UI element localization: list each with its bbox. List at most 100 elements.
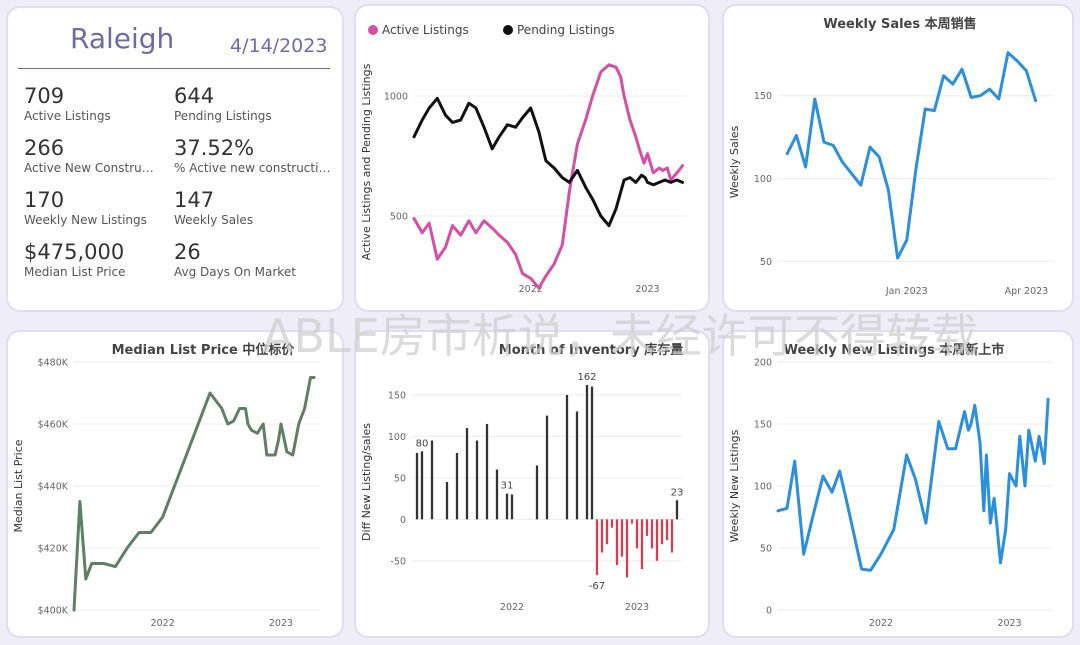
- y-axis-label: Median List Price: [12, 439, 25, 532]
- y-tick-label: 50: [760, 544, 772, 555]
- x-tick-label: 2022: [519, 284, 543, 295]
- listings-chart-panel: Active Listings and Pending Listings 500 1…: [354, 4, 710, 312]
- x-tick-label: 2023: [269, 618, 293, 629]
- kpi-value: 170: [24, 188, 65, 212]
- median-list-price-chart-panel: Median List Price 中位标价 Median List Price $…: [6, 330, 344, 638]
- kpi-label: Weekly Sales: [174, 213, 254, 227]
- bar: [485, 423, 489, 520]
- kpi-label: Active New Constructions: [24, 161, 159, 175]
- bar: [665, 519, 669, 541]
- y-axis-label: Weekly New Listings: [728, 429, 741, 542]
- bar: [430, 440, 434, 520]
- x-tick-label: Jan 2023: [885, 286, 928, 297]
- weekly-new-listings-chart-panel: Weekly New Listings 本周新上市 Weekly New List…: [722, 330, 1074, 638]
- kpi-value: 709: [24, 84, 65, 108]
- median-list-price-chart: Median List Price 中位标价 Median List Price $…: [12, 342, 320, 629]
- x-tick-label: 2023: [997, 618, 1021, 629]
- bar: [620, 519, 624, 557]
- kpi-value: 266: [24, 136, 65, 160]
- x-tick-label: 2022: [869, 618, 893, 629]
- weekly-sales-chart-panel: Weekly Sales 本周销售 Weekly Sales 50 100 150 Jan…: [722, 4, 1074, 312]
- bar: [615, 519, 619, 565]
- y-tick-label: 150: [388, 390, 406, 401]
- weekly-new-listings-chart: Weekly New Listings 本周新上市 Weekly New List…: [728, 342, 1052, 629]
- y-tick-label: $440K: [38, 482, 69, 493]
- bar: [445, 482, 449, 520]
- kpi-avg-days-on-market: 26 Avg Days On Market: [174, 240, 334, 279]
- y-tick-label: 100: [388, 432, 406, 443]
- bar: [590, 386, 594, 520]
- kpi-value: 147: [174, 188, 215, 212]
- series-line-1: [785, 51, 1038, 260]
- x-tick-label: Apr 2023: [1005, 286, 1049, 297]
- bar: [610, 519, 614, 528]
- bar: [585, 384, 589, 520]
- bar-value-label: 31: [501, 481, 514, 492]
- kpi-label: Weekly New Listings: [24, 213, 147, 227]
- kpi-value: 644: [174, 84, 215, 108]
- bar: [475, 440, 479, 520]
- bar-value-label: 80: [416, 438, 429, 449]
- y-axis-label: Weekly Sales: [728, 125, 741, 198]
- y-tick-label: 200: [754, 358, 772, 369]
- legend-marker: [503, 25, 513, 35]
- bar: [415, 452, 419, 520]
- bar-value-label: 162: [577, 372, 596, 383]
- kpi-active-listings: 709 Active Listings: [24, 84, 184, 123]
- bar: [645, 519, 649, 536]
- chart-title: Weekly Sales 本周销售: [823, 16, 976, 32]
- bar: [420, 451, 424, 520]
- bar: [650, 519, 654, 549]
- month-of-inventory-chart: Month of Inventory 库存量 Diff New Listing/s…: [360, 342, 684, 613]
- y-axis-label: Diff New Listing/sales: [360, 423, 373, 541]
- bar: [655, 519, 659, 561]
- bar: [635, 519, 639, 549]
- bar: [625, 519, 629, 578]
- chart-title: Median List Price 中位标价: [112, 342, 296, 358]
- x-tick-label: 2023: [625, 602, 649, 613]
- bar: [595, 519, 599, 575]
- weekly-sales-chart: Weekly Sales 本周销售 Weekly Sales 50 100 150 Jan…: [728, 16, 1054, 297]
- bar: [510, 494, 514, 520]
- summary-card: Raleigh 4/14/2023 709 Active Listings 64…: [6, 6, 344, 312]
- bar: [675, 500, 679, 520]
- y-tick-label: $460K: [38, 420, 69, 431]
- kpi-label: Avg Days On Market: [174, 265, 296, 279]
- bar: [545, 415, 549, 520]
- legend-marker: [368, 25, 378, 35]
- bar: [670, 519, 674, 553]
- bar: [535, 465, 539, 520]
- report-date: 4/14/2023: [230, 35, 328, 57]
- y-tick-label: 0: [766, 606, 772, 617]
- bar: [600, 519, 604, 553]
- chart-title: Weekly New Listings 本周新上市: [784, 342, 1005, 358]
- title-divider: [18, 68, 330, 69]
- y-axis-label: Active Listings and Pending Listings: [360, 63, 373, 260]
- y-tick-label: 50: [394, 473, 406, 484]
- legend-label: Pending Listings: [517, 23, 615, 37]
- y-tick-label: 500: [390, 212, 408, 223]
- bar: [455, 452, 459, 520]
- bar: [605, 519, 609, 545]
- x-tick-label: 2022: [151, 618, 175, 629]
- y-tick-label: $420K: [38, 544, 69, 555]
- month-of-inventory-chart-panel: Month of Inventory 库存量 Diff New Listing/s…: [354, 330, 710, 638]
- city-name: Raleigh: [70, 22, 175, 55]
- bar: [495, 469, 499, 520]
- y-tick-label: -50: [390, 556, 406, 567]
- bar: [640, 519, 644, 570]
- series-line-1: [72, 376, 316, 612]
- bar: [465, 428, 469, 520]
- series-line-1: [776, 397, 1050, 572]
- kpi-value: 37.52%: [174, 136, 255, 160]
- bar-value-label: 23: [671, 487, 684, 498]
- chart-title: Month of Inventory 库存量: [499, 342, 683, 358]
- x-tick-label: 2022: [500, 602, 524, 613]
- kpi-weekly-new-listings: 170 Weekly New Listings: [24, 188, 184, 227]
- kpi-label: % Active new constructions: [174, 161, 334, 175]
- y-tick-label: 0: [400, 515, 406, 526]
- kpi-median-list-price: $475,000 Median List Price: [24, 240, 184, 279]
- bar: [630, 519, 634, 524]
- kpi-label: Active Listings: [24, 109, 111, 123]
- listings-chart: Active Listings and Pending Listings 500 1…: [360, 23, 686, 295]
